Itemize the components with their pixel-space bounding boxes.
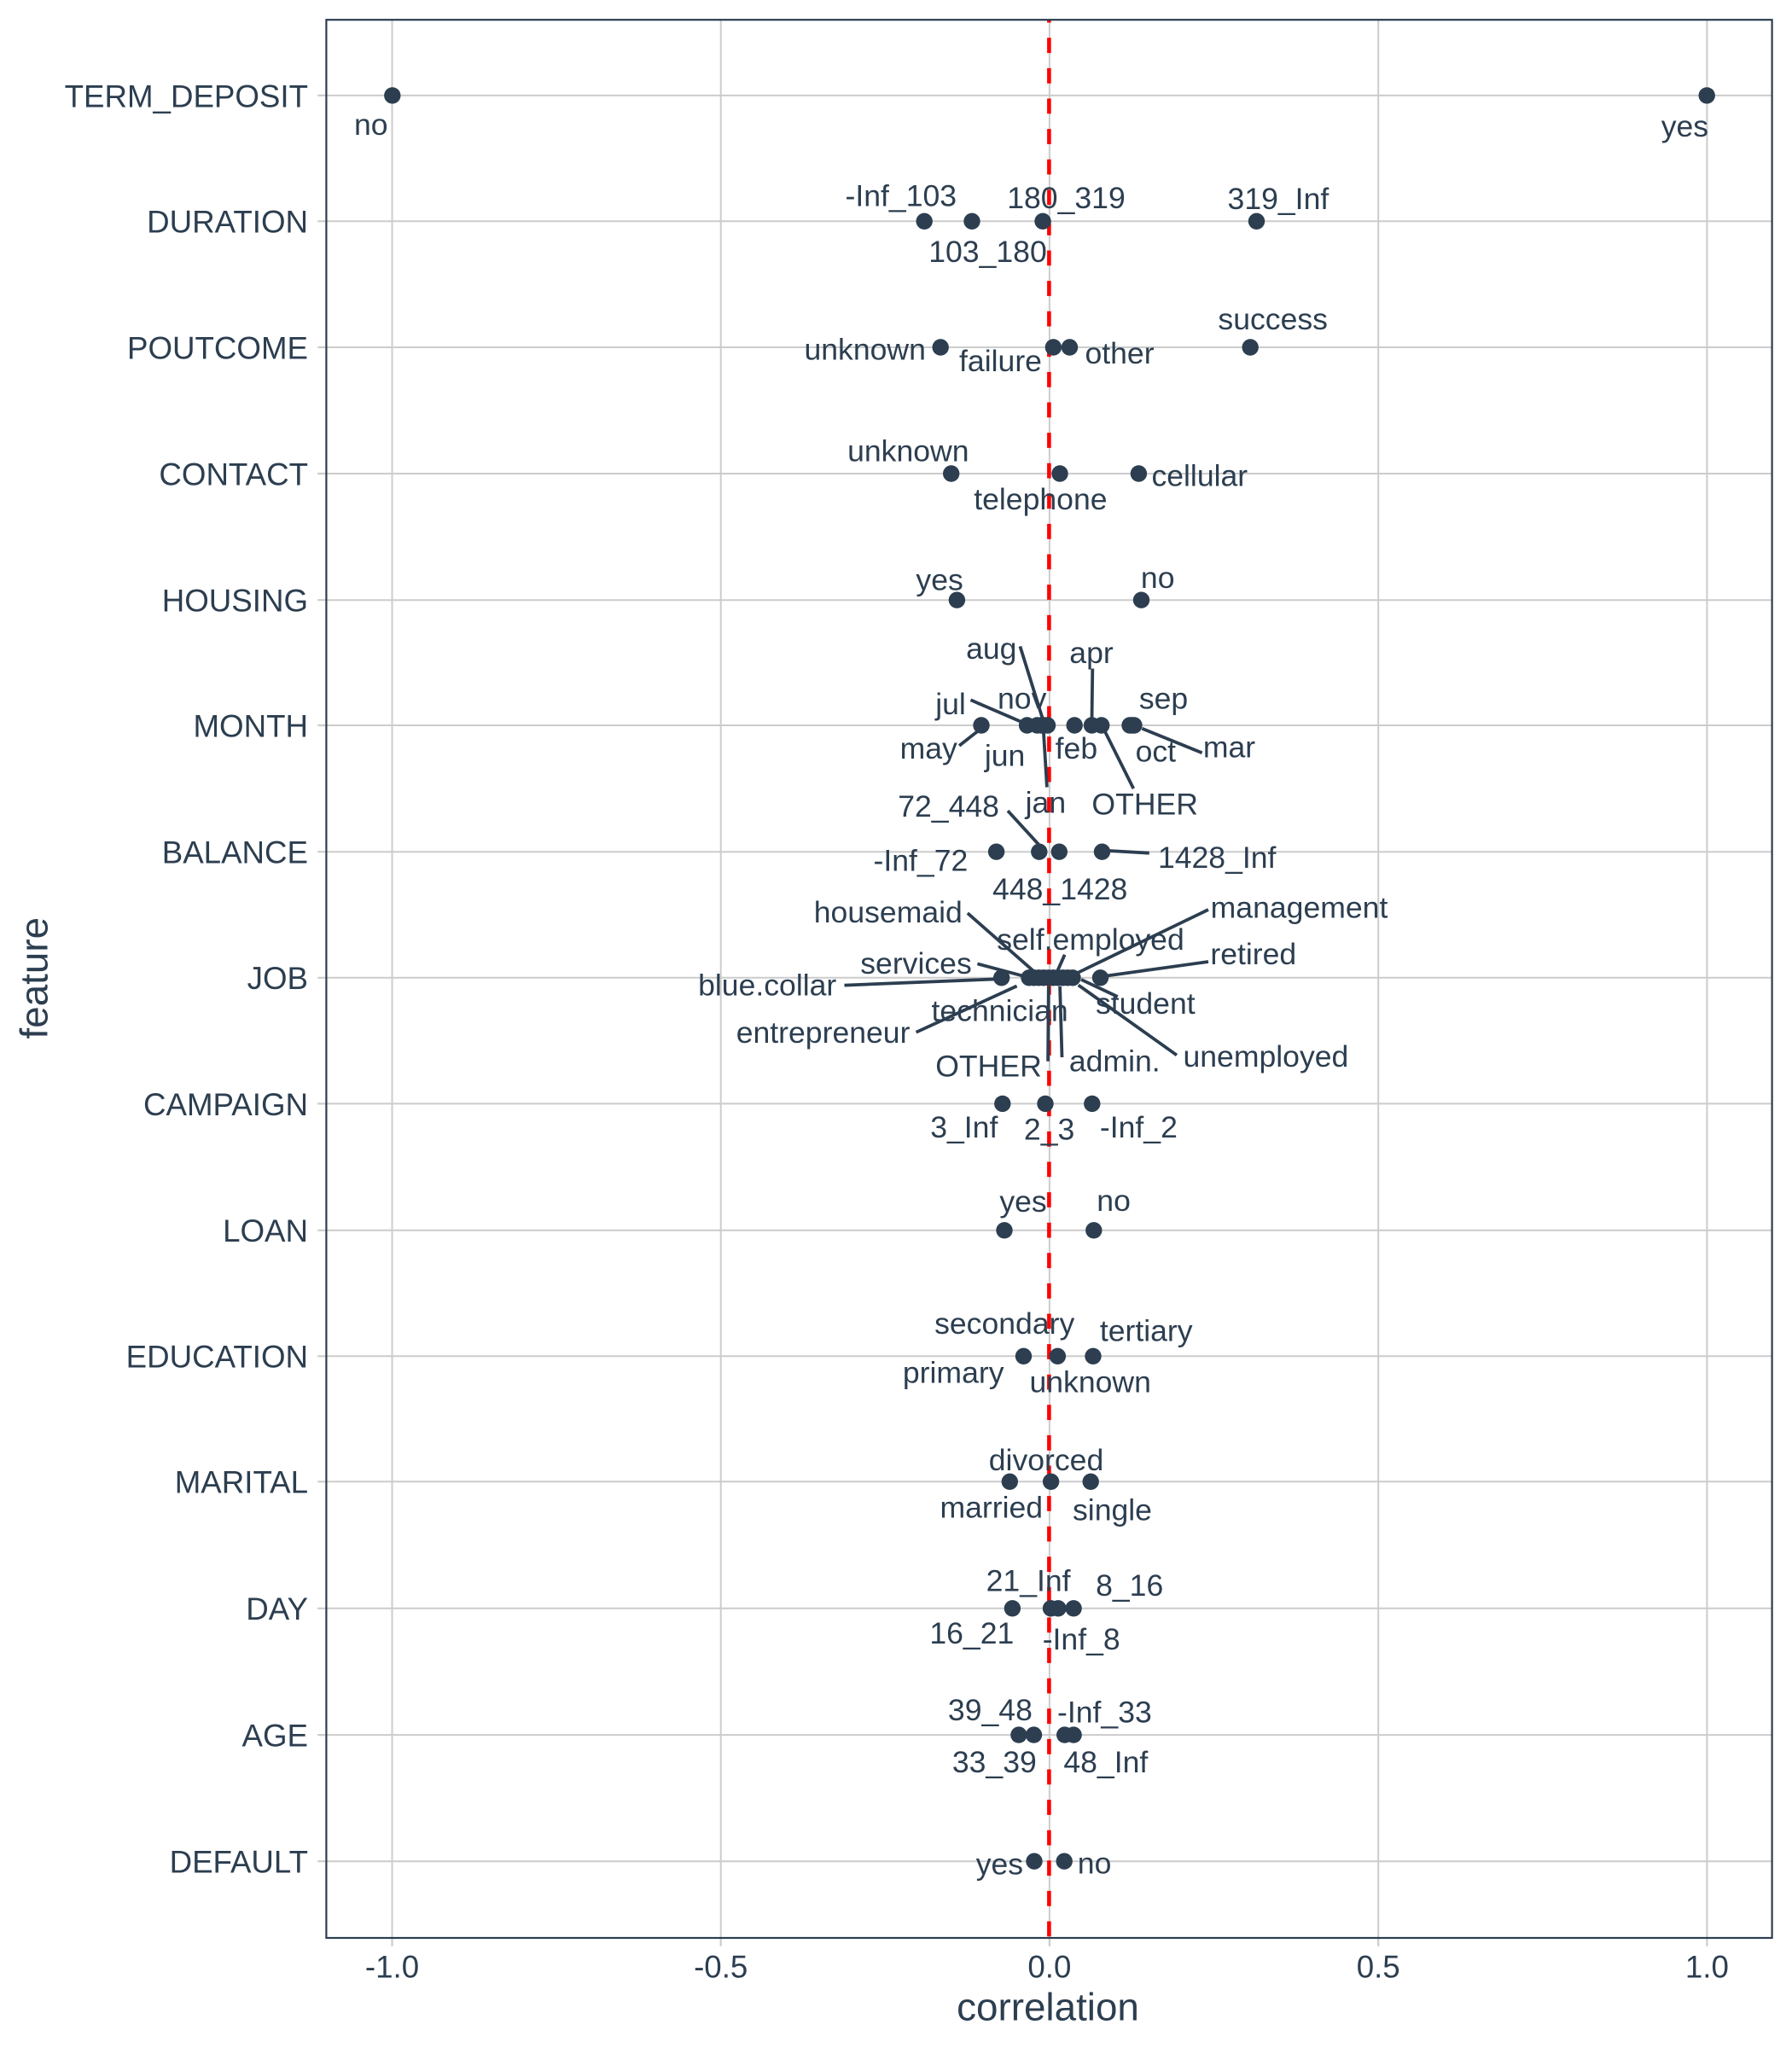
svg-text:failure: failure <box>959 344 1042 378</box>
svg-text:cellular: cellular <box>1151 458 1248 492</box>
svg-text:unknown: unknown <box>804 333 925 367</box>
svg-text:feature: feature <box>13 917 56 1039</box>
svg-text:-Inf_72: -Inf_72 <box>874 843 969 877</box>
svg-text:-0.5: -0.5 <box>694 1950 748 1985</box>
svg-text:entrepreneur: entrepreneur <box>736 1015 911 1050</box>
svg-text:EDUCATION: EDUCATION <box>126 1340 308 1375</box>
svg-text:48_Inf: 48_Inf <box>1063 1745 1148 1779</box>
svg-text:blue.collar: blue.collar <box>698 968 836 1002</box>
svg-text:HOUSING: HOUSING <box>162 584 308 619</box>
svg-text:aug: aug <box>966 631 1016 666</box>
svg-text:no: no <box>1078 1846 1112 1880</box>
svg-text:apr: apr <box>1069 636 1114 670</box>
svg-text:1428_Inf: 1428_Inf <box>1158 841 1277 875</box>
svg-text:3_Inf: 3_Inf <box>930 1110 998 1144</box>
svg-text:0.5: 0.5 <box>1357 1950 1400 1985</box>
svg-text:POUTCOME: POUTCOME <box>127 330 308 365</box>
svg-text:1.0: 1.0 <box>1685 1950 1729 1985</box>
svg-text:technician: technician <box>931 994 1068 1028</box>
svg-text:yes: yes <box>976 1847 1023 1882</box>
svg-text:correlation: correlation <box>957 1986 1139 2029</box>
svg-text:CAMPAIGN: CAMPAIGN <box>143 1087 308 1122</box>
svg-text:CONTACT: CONTACT <box>159 457 308 492</box>
svg-text:unknown: unknown <box>847 433 969 468</box>
svg-text:448_1428: 448_1428 <box>992 872 1127 906</box>
svg-text:OTHER: OTHER <box>1091 787 1198 821</box>
svg-text:housemaid: housemaid <box>814 895 963 929</box>
svg-text:jul: jul <box>934 687 966 721</box>
svg-text:no: no <box>1141 561 1175 595</box>
svg-text:-1.0: -1.0 <box>365 1950 419 1985</box>
svg-text:primary: primary <box>903 1355 1004 1389</box>
svg-text:8_16: 8_16 <box>1096 1568 1163 1603</box>
svg-text:319_Inf: 319_Inf <box>1228 182 1329 216</box>
svg-text:student: student <box>1096 986 1196 1021</box>
svg-text:39_48: 39_48 <box>948 1693 1033 1727</box>
svg-text:33_39: 33_39 <box>952 1745 1037 1779</box>
svg-text:72_448: 72_448 <box>898 789 999 823</box>
svg-text:other: other <box>1085 336 1154 370</box>
svg-text:MONTH: MONTH <box>194 708 309 743</box>
svg-text:180_319: 180_319 <box>1007 181 1126 215</box>
svg-text:may: may <box>900 731 957 765</box>
svg-text:telephone: telephone <box>974 482 1107 516</box>
svg-text:21_Inf: 21_Inf <box>986 1563 1071 1597</box>
svg-text:jun: jun <box>984 738 1025 772</box>
svg-text:DEFAULT: DEFAULT <box>170 1845 308 1880</box>
svg-text:feb: feb <box>1056 731 1097 765</box>
svg-text:103_180: 103_180 <box>928 235 1047 269</box>
svg-text:no: no <box>1097 1184 1131 1218</box>
svg-text:sep: sep <box>1139 681 1188 715</box>
svg-text:nov: nov <box>998 681 1047 715</box>
svg-text:tertiary: tertiary <box>1100 1314 1193 1348</box>
svg-text:unknown: unknown <box>1029 1365 1150 1399</box>
svg-text:success: success <box>1218 302 1328 336</box>
svg-text:2_3: 2_3 <box>1024 1112 1074 1146</box>
svg-text:single: single <box>1073 1492 1152 1527</box>
svg-text:mar: mar <box>1203 730 1255 764</box>
svg-text:jan: jan <box>1025 786 1066 820</box>
svg-text:married: married <box>940 1491 1043 1525</box>
svg-text:OTHER: OTHER <box>935 1049 1042 1083</box>
svg-text:oct: oct <box>1136 734 1177 768</box>
svg-text:yes: yes <box>916 562 963 596</box>
svg-text:0.0: 0.0 <box>1027 1950 1071 1985</box>
svg-text:services: services <box>860 946 971 980</box>
svg-text:unemployed: unemployed <box>1183 1039 1348 1073</box>
svg-text:admin.: admin. <box>1069 1044 1161 1079</box>
svg-text:DURATION: DURATION <box>147 205 308 240</box>
svg-text:LOAN: LOAN <box>223 1213 308 1248</box>
svg-text:-Inf_103: -Inf_103 <box>846 179 957 213</box>
svg-text:management: management <box>1211 891 1388 925</box>
svg-text:AGE: AGE <box>242 1719 308 1754</box>
svg-text:divorced: divorced <box>989 1443 1103 1477</box>
svg-text:TERM_DEPOSIT: TERM_DEPOSIT <box>65 79 308 113</box>
svg-text:secondary: secondary <box>934 1306 1074 1341</box>
svg-text:yes: yes <box>1661 109 1708 143</box>
svg-text:MARITAL: MARITAL <box>175 1465 308 1500</box>
svg-text:-Inf_8: -Inf_8 <box>1043 1622 1120 1656</box>
svg-text:JOB: JOB <box>247 961 308 996</box>
svg-text:retired: retired <box>1210 937 1296 971</box>
svg-text:DAY: DAY <box>246 1591 308 1626</box>
svg-text:-Inf_33: -Inf_33 <box>1057 1696 1152 1730</box>
svg-text:no: no <box>354 108 388 142</box>
svg-text:yes: yes <box>999 1184 1046 1219</box>
svg-text:self.employed: self.employed <box>997 922 1184 957</box>
svg-text:BALANCE: BALANCE <box>162 835 308 870</box>
svg-text:-Inf_2: -Inf_2 <box>1100 1110 1178 1144</box>
svg-text:16_21: 16_21 <box>929 1616 1014 1650</box>
